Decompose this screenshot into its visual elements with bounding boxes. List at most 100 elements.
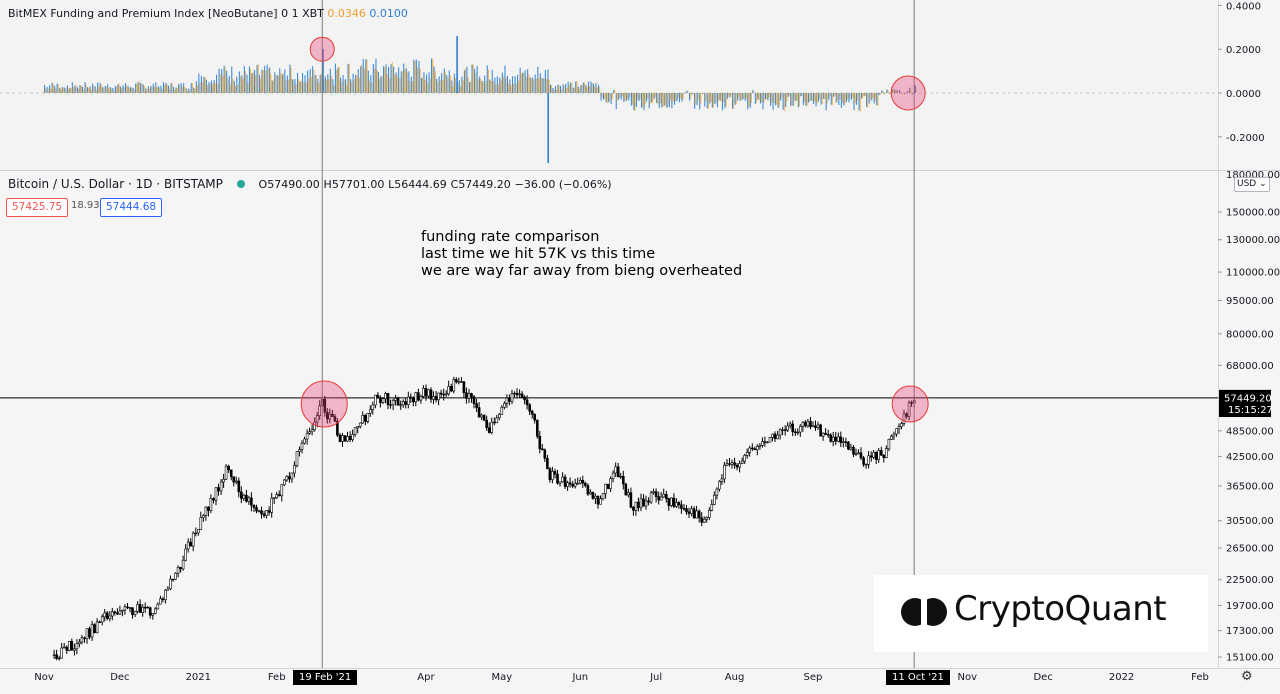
funding-bar-up	[269, 67, 271, 93]
candle-up	[836, 436, 840, 442]
funding-bar-down	[128, 88, 130, 93]
candle-up	[766, 441, 769, 444]
candle-up	[361, 414, 365, 424]
candle-down	[685, 508, 688, 513]
funding-bar-up	[843, 93, 845, 106]
candle-up	[675, 502, 678, 507]
candle-up	[566, 482, 569, 487]
funding-bar-up	[828, 93, 830, 100]
funding-bar-up	[140, 83, 142, 93]
funding-bar-up	[911, 93, 913, 95]
candle-down	[862, 457, 865, 465]
funding-bar-up	[661, 93, 663, 108]
chevron-down-icon: ⌄	[1259, 179, 1267, 189]
funding-bar-up	[522, 73, 524, 93]
candle-up	[497, 413, 501, 419]
funding-bar-up	[71, 82, 73, 93]
funding-bar-up	[896, 89, 898, 93]
funding-bar-down	[700, 93, 702, 104]
funding-bar-down	[535, 78, 537, 93]
funding-bar-up	[696, 93, 698, 106]
funding-bar-down	[434, 71, 436, 93]
funding-bar-up	[400, 71, 402, 93]
funding-bar-up	[764, 93, 766, 100]
candle-up	[788, 423, 792, 427]
gear-icon[interactable]: ⚙	[1241, 669, 1253, 684]
funding-bar-up	[266, 64, 268, 93]
candle-down	[449, 386, 453, 392]
funding-bar-down	[720, 93, 722, 102]
funding-bar-up	[742, 93, 744, 100]
funding-bar-down	[336, 70, 338, 93]
funding-bar-up	[613, 90, 615, 93]
funding-bar-up	[866, 93, 868, 107]
funding-bar-down	[804, 93, 806, 103]
candle-up	[358, 422, 362, 427]
symbol-title[interactable]: Bitcoin / U.S. Dollar · 1D · BITSTAMP	[8, 177, 223, 191]
candle-down	[525, 399, 529, 406]
funding-bar-up	[162, 82, 164, 93]
funding-bar-up	[496, 76, 498, 93]
funding-bar-up	[595, 83, 597, 93]
funding-bar-up	[663, 93, 665, 106]
candle-up	[121, 609, 124, 612]
funding-bar-up	[175, 87, 177, 93]
candle-down	[396, 397, 400, 406]
funding-bar-up	[790, 93, 792, 106]
candle-down	[692, 508, 696, 519]
funding-bar-up	[183, 83, 185, 93]
funding-bar-down	[176, 88, 178, 93]
funding-bar-up	[246, 74, 248, 93]
funding-bar-down	[867, 93, 869, 108]
funding-bar-up	[102, 87, 104, 93]
candle-up	[723, 464, 726, 480]
funding-bar-down	[444, 72, 446, 93]
candle-up	[95, 621, 99, 634]
candle-up	[242, 494, 246, 499]
funding-bar-down	[346, 85, 348, 93]
candle-up	[662, 493, 666, 498]
candle-down	[667, 498, 671, 506]
funding-bar-up	[279, 68, 281, 93]
funding-bar-up	[130, 87, 132, 93]
funding-bar-up	[254, 70, 256, 93]
funding-bar-down	[189, 89, 191, 93]
funding-bar-down	[571, 82, 573, 93]
funding-bar-down	[508, 83, 510, 93]
funding-bar-up	[458, 80, 460, 93]
candle-down	[697, 510, 701, 519]
funding-bar-up	[684, 92, 686, 94]
funding-bar-up	[388, 67, 390, 93]
funding-bar-up	[805, 93, 807, 106]
funding-bar-down	[895, 89, 897, 93]
candle-down	[260, 510, 263, 515]
funding-bar-down	[890, 93, 892, 94]
funding-bar-up	[537, 66, 539, 93]
funding-bar-up	[352, 73, 354, 93]
funding-bar-down	[293, 80, 295, 93]
ask-price[interactable]: 57444.68	[100, 198, 163, 217]
funding-bar-down	[98, 86, 100, 93]
funding-bar-down	[472, 64, 474, 93]
funding-bar-up	[770, 93, 772, 106]
funding-bar-down	[558, 85, 560, 93]
currency-selector[interactable]: USD ⌄	[1234, 177, 1270, 192]
funding-bar-down	[847, 93, 849, 100]
funding-bar-up	[74, 85, 76, 93]
funding-bar-down	[93, 86, 95, 93]
funding-bar-down	[520, 73, 522, 93]
funding-bar-up	[342, 75, 344, 93]
bid-price[interactable]: 57425.75	[6, 198, 69, 217]
funding-bar-up	[724, 93, 726, 109]
funding-bar-down	[50, 88, 52, 93]
candle-down	[255, 507, 258, 512]
funding-bar-down	[126, 85, 128, 93]
candle-up	[310, 429, 314, 433]
candle-up	[447, 386, 451, 395]
candle-up	[604, 483, 607, 495]
funding-bar-down	[882, 91, 884, 93]
candle-down	[735, 464, 739, 468]
funding-bar-up	[337, 67, 339, 93]
funding-bar-up	[471, 64, 473, 93]
funding-bar-down	[487, 69, 489, 93]
